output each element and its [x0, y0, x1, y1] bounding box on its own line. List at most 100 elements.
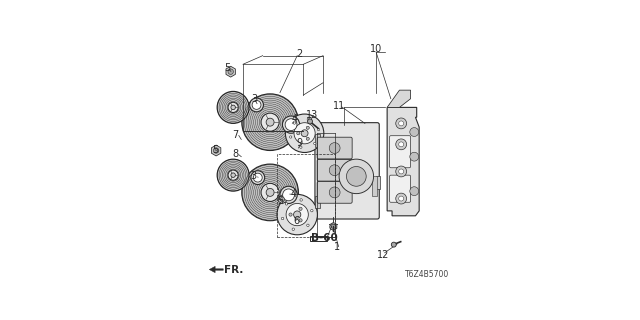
Polygon shape: [387, 90, 410, 108]
Circle shape: [285, 203, 288, 205]
Bar: [310, 236, 326, 241]
Circle shape: [289, 213, 292, 216]
Circle shape: [228, 102, 238, 113]
FancyBboxPatch shape: [315, 123, 380, 219]
Circle shape: [330, 224, 336, 230]
Circle shape: [286, 204, 308, 226]
Circle shape: [266, 188, 274, 196]
Text: 2: 2: [296, 49, 303, 60]
Circle shape: [213, 148, 219, 153]
Polygon shape: [330, 222, 337, 230]
Polygon shape: [387, 108, 419, 216]
Circle shape: [300, 199, 302, 201]
Polygon shape: [278, 195, 286, 204]
Circle shape: [292, 228, 294, 230]
Circle shape: [391, 242, 396, 247]
Circle shape: [217, 92, 249, 124]
Text: 6: 6: [294, 216, 300, 226]
Text: 9: 9: [296, 138, 302, 148]
Circle shape: [314, 142, 316, 145]
Circle shape: [310, 210, 313, 212]
Text: 5: 5: [212, 145, 218, 155]
Circle shape: [329, 143, 340, 154]
Circle shape: [410, 128, 419, 136]
Text: 8: 8: [232, 149, 238, 159]
Circle shape: [396, 118, 406, 129]
Circle shape: [283, 189, 294, 201]
Polygon shape: [209, 266, 223, 273]
Circle shape: [266, 118, 274, 126]
Circle shape: [308, 119, 312, 124]
FancyBboxPatch shape: [317, 159, 352, 181]
Circle shape: [294, 123, 315, 144]
Circle shape: [307, 224, 309, 227]
Text: 3: 3: [250, 172, 257, 181]
Circle shape: [289, 136, 292, 138]
Circle shape: [410, 187, 419, 196]
Circle shape: [231, 105, 236, 110]
FancyBboxPatch shape: [390, 136, 410, 168]
Circle shape: [317, 128, 319, 131]
Circle shape: [231, 173, 236, 177]
Text: 5: 5: [277, 196, 283, 206]
Circle shape: [339, 159, 374, 194]
Circle shape: [261, 183, 279, 202]
Circle shape: [280, 186, 297, 204]
Circle shape: [329, 187, 340, 198]
Circle shape: [396, 193, 406, 204]
Bar: [315, 134, 319, 147]
Circle shape: [297, 132, 300, 135]
Circle shape: [346, 166, 366, 186]
Circle shape: [277, 194, 317, 235]
Circle shape: [299, 207, 302, 211]
Circle shape: [396, 166, 406, 177]
Text: T6Z4B5700: T6Z4B5700: [404, 270, 449, 279]
FancyBboxPatch shape: [317, 137, 352, 159]
Circle shape: [306, 126, 309, 129]
Text: 3: 3: [251, 94, 257, 104]
Circle shape: [228, 170, 238, 180]
Circle shape: [300, 146, 302, 148]
Circle shape: [242, 164, 298, 221]
Text: FR.: FR.: [224, 265, 243, 275]
Circle shape: [282, 217, 284, 220]
Circle shape: [399, 169, 404, 174]
Circle shape: [217, 159, 249, 191]
Text: B-60: B-60: [311, 233, 337, 243]
Circle shape: [242, 94, 298, 150]
Text: 11: 11: [333, 101, 345, 111]
Circle shape: [285, 119, 297, 131]
Circle shape: [396, 139, 406, 150]
Circle shape: [228, 69, 234, 74]
Circle shape: [293, 122, 296, 124]
FancyBboxPatch shape: [390, 175, 410, 202]
Bar: [372, 176, 378, 196]
Circle shape: [251, 171, 265, 185]
Text: 7: 7: [232, 130, 238, 140]
Text: 4: 4: [292, 114, 298, 124]
Circle shape: [307, 118, 310, 121]
Circle shape: [261, 113, 279, 131]
Bar: [315, 196, 319, 208]
Circle shape: [253, 173, 262, 182]
Circle shape: [301, 130, 308, 137]
Circle shape: [332, 224, 335, 228]
Text: 12: 12: [377, 250, 390, 260]
Circle shape: [250, 98, 264, 112]
Circle shape: [399, 142, 404, 147]
Circle shape: [306, 137, 309, 140]
Circle shape: [299, 219, 302, 222]
Text: 13: 13: [306, 110, 318, 120]
Circle shape: [399, 196, 404, 201]
Bar: [376, 176, 381, 189]
Text: 1: 1: [333, 242, 340, 252]
Text: 5: 5: [224, 63, 230, 74]
Circle shape: [252, 100, 261, 109]
Text: 10: 10: [370, 44, 382, 54]
Bar: [278, 154, 335, 237]
Circle shape: [410, 152, 419, 161]
Circle shape: [329, 165, 340, 176]
FancyBboxPatch shape: [317, 181, 352, 203]
Circle shape: [285, 114, 324, 153]
Circle shape: [280, 197, 285, 202]
